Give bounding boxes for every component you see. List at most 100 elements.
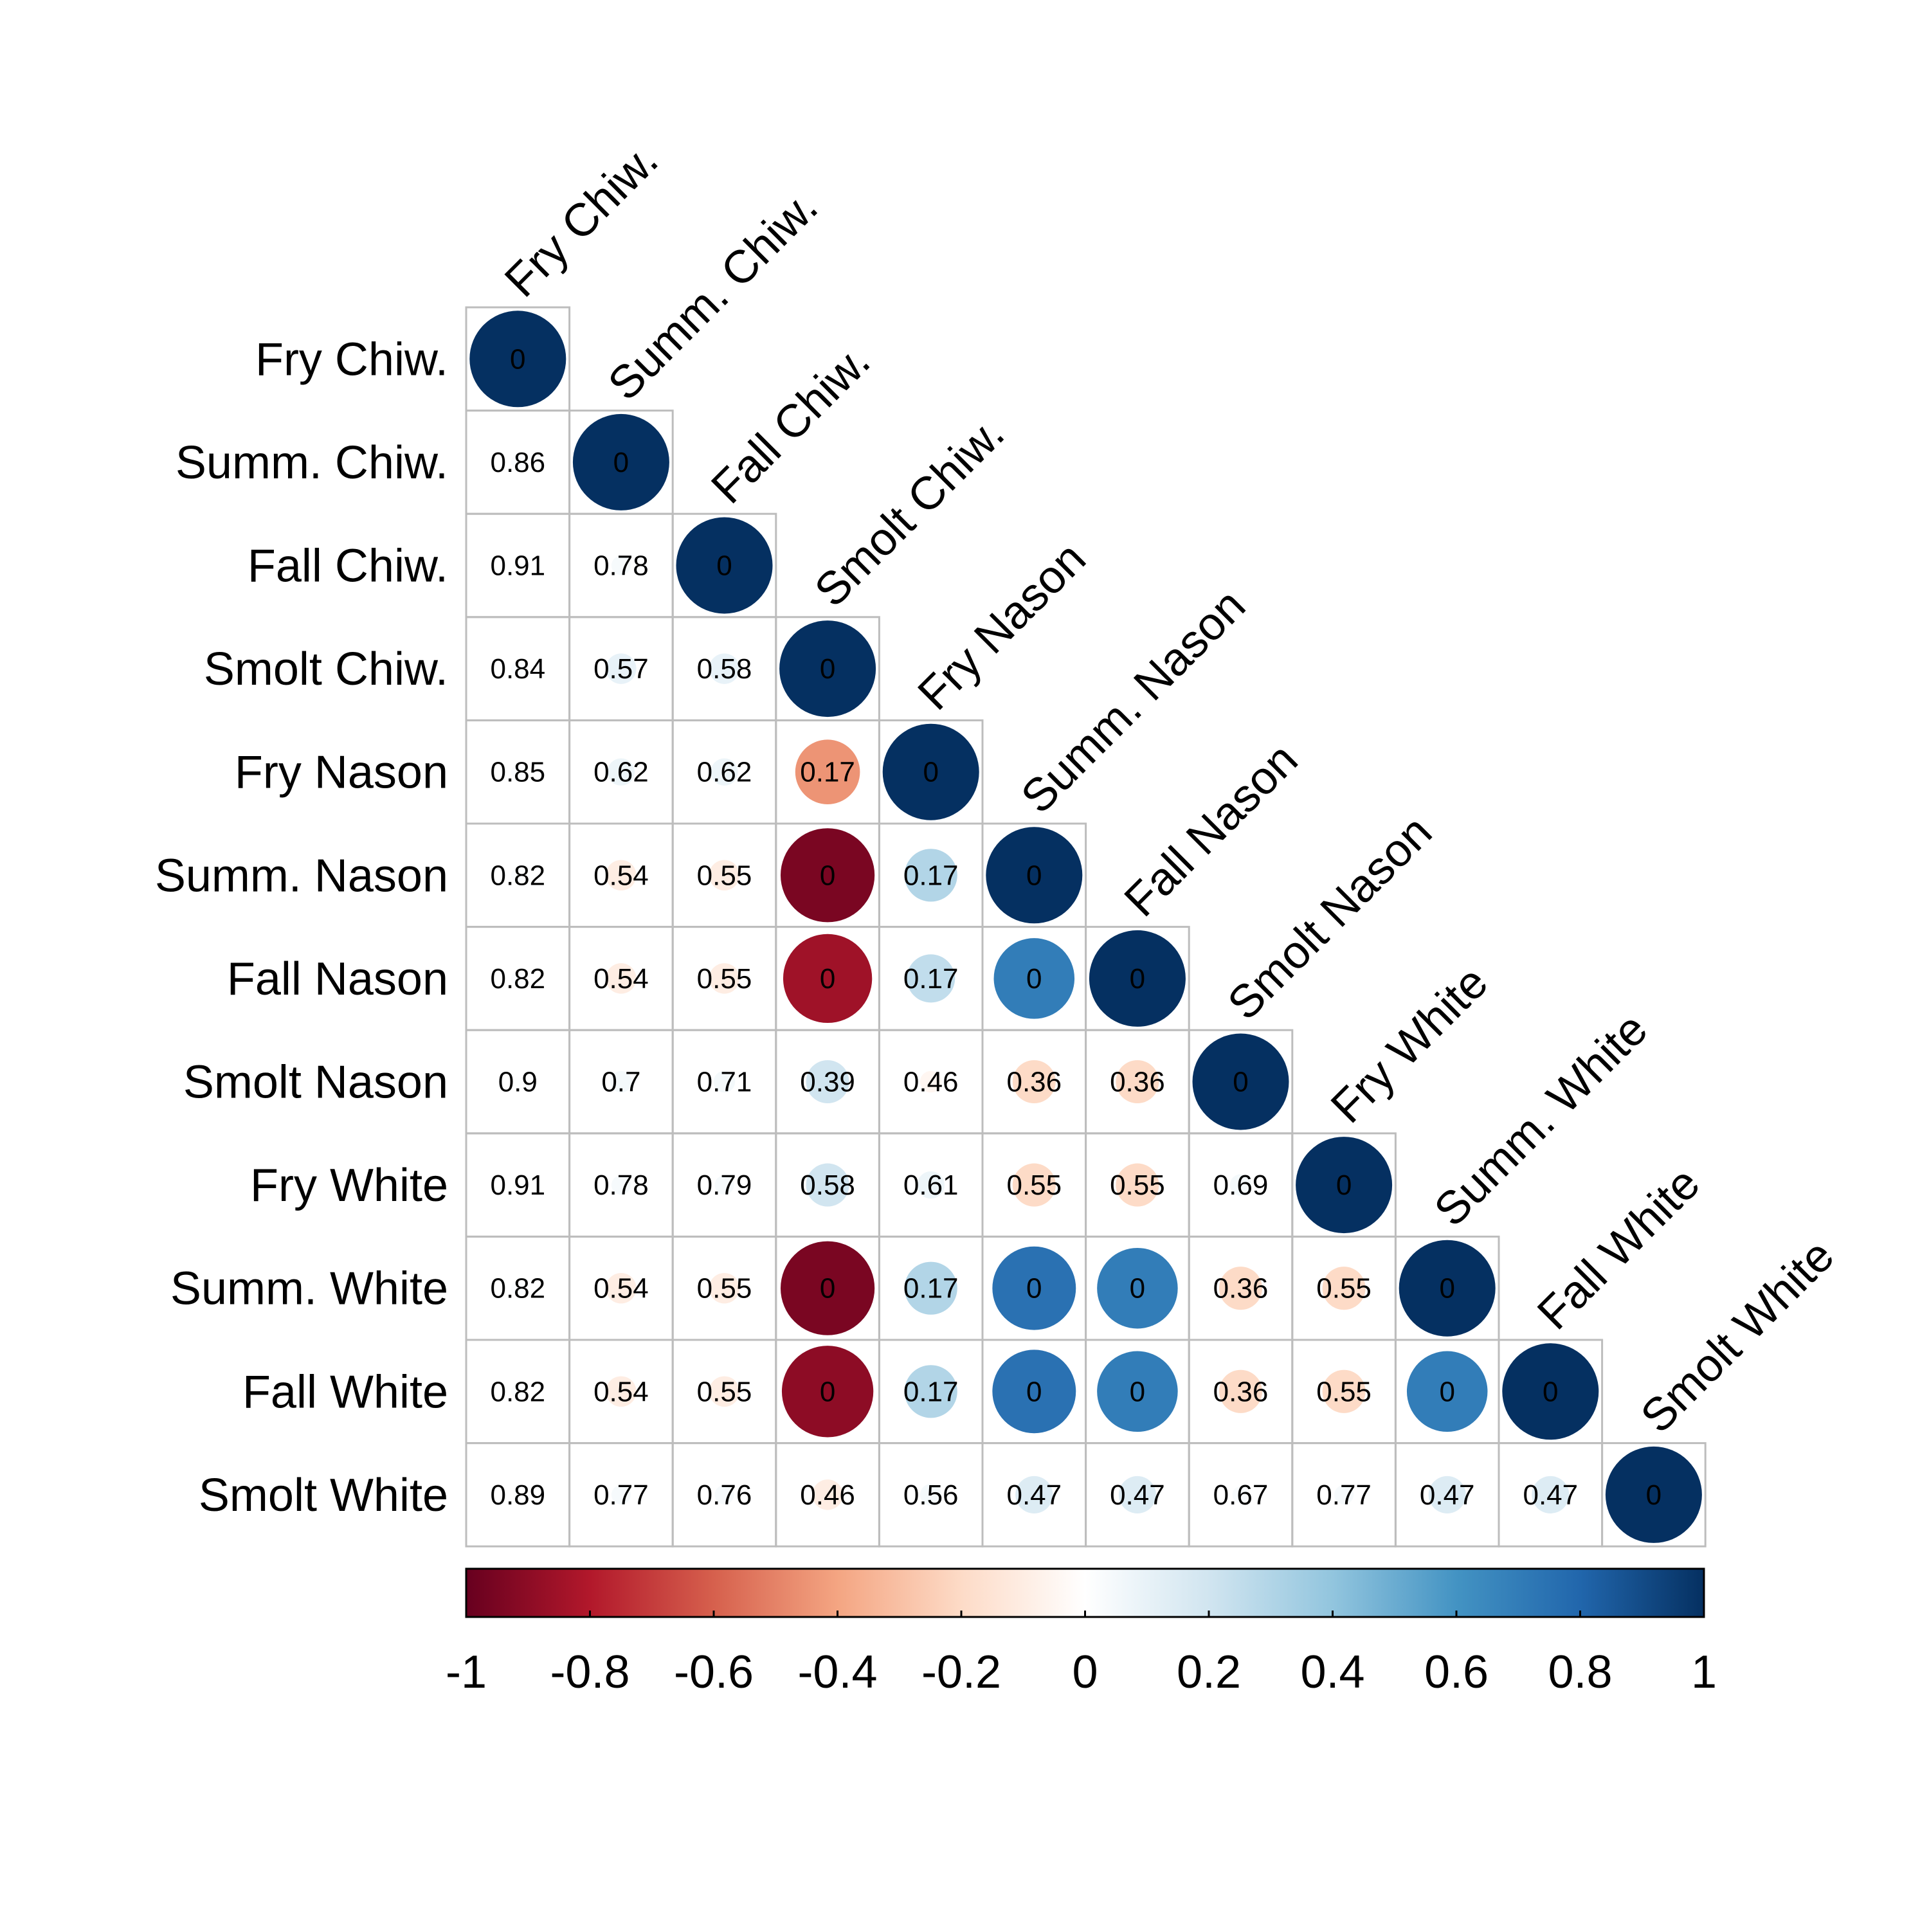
corr-circle-5-3 [780, 828, 875, 923]
cell-value-9-4: 0.17 [903, 1273, 959, 1305]
cell-value-11-6: 0.47 [1110, 1479, 1165, 1511]
corr-circle-10-2 [709, 1376, 740, 1407]
cell-value-0-0: 0 [510, 343, 525, 375]
column-label-7: Smolt Nason [1218, 806, 1442, 1029]
row-label-11: Smolt White [199, 1470, 448, 1521]
cell-value-8-6: 0.55 [1110, 1169, 1165, 1201]
cell-value-9-5: 0 [1026, 1273, 1042, 1305]
corr-circle-5-2 [709, 860, 740, 891]
column-label-8: Fry White [1321, 957, 1498, 1133]
corr-circle-8-7 [1229, 1174, 1252, 1196]
corr-circle-4-0 [511, 765, 525, 779]
corr-circle-4-4 [882, 723, 979, 820]
colorbar-tick-label-6: 0.2 [1177, 1647, 1241, 1698]
cell-value-10-1: 0.54 [593, 1376, 649, 1407]
corr-circle-8-4 [917, 1171, 945, 1199]
cell-value-7-7: 0 [1233, 1067, 1248, 1098]
cell-value-11-0: 0.89 [490, 1479, 545, 1511]
corr-circle-11-6 [1118, 1476, 1156, 1513]
colorbar: -1 -0.8 -0.6 -0.4 -0.2 0 0.2 0.4 0.6 0.8 1 [446, 1567, 1717, 1698]
corr-circle-2-1 [611, 555, 631, 575]
cell-value-1-0: 0.86 [490, 447, 545, 478]
corr-circle-5-1 [606, 860, 637, 891]
row-labels: Fry Chiw. Summ. Chiw. Fall Chiw. Smolt Chiw… [155, 334, 448, 1521]
corr-circle-11-2 [714, 1485, 734, 1504]
corr-circle-9-0 [511, 1281, 525, 1296]
row-label-8: Fry White [250, 1160, 448, 1211]
cell-value-5-5: 0 [1026, 860, 1042, 891]
corr-circle-10-4 [904, 1365, 957, 1418]
colorbar-tick-label-4: -0.2 [921, 1647, 1001, 1698]
cell-value-11-9: 0.47 [1420, 1479, 1475, 1511]
corr-circle-1-0 [511, 455, 525, 469]
cell-value-4-4: 0 [923, 757, 938, 788]
cell-value-6-4: 0.17 [903, 963, 959, 995]
corr-circle-7-4 [919, 1070, 942, 1093]
cell-value-9-1: 0.54 [593, 1273, 649, 1305]
corr-circle-6-6 [1089, 930, 1186, 1027]
corr-circle-2-2 [676, 517, 773, 614]
cell-grid [465, 306, 1707, 1548]
colorbar-tick-label-2: -0.6 [674, 1647, 754, 1698]
corr-circle-8-1 [611, 1175, 631, 1195]
corr-circle-9-2 [709, 1272, 740, 1304]
row-label-6: Fall Nason [227, 953, 448, 1005]
corr-circle-9-6 [1097, 1247, 1178, 1329]
corr-circle-8-2 [714, 1175, 734, 1195]
colorbar-tick-label-5: 0 [1072, 1647, 1098, 1698]
row-label-2: Fall Chiw. [248, 541, 448, 592]
corr-circle-10-9 [1406, 1351, 1488, 1432]
corr-circle-10-8 [1322, 1369, 1366, 1413]
corr-circle-11-8 [1334, 1485, 1354, 1504]
cell-value-3-2: 0.58 [697, 653, 752, 685]
corr-circle-0-0 [469, 311, 566, 408]
cell-value-10-6: 0 [1130, 1376, 1145, 1407]
cell-value-6-5: 0 [1026, 963, 1042, 995]
colorbar-tick-label-10: 1 [1691, 1647, 1717, 1698]
cell-value-11-4: 0.56 [903, 1479, 959, 1511]
corr-circle-7-6 [1116, 1060, 1159, 1104]
corr-circle-10-7 [1218, 1369, 1263, 1413]
row-label-1: Summ. Chiw. [176, 437, 448, 489]
column-label-10: Fall White [1528, 1157, 1710, 1339]
cell-value-10-4: 0.17 [903, 1376, 959, 1407]
corr-circle-7-3 [806, 1060, 849, 1104]
column-label-4: Fry Nason [908, 532, 1095, 719]
cell-value-4-0: 0.85 [490, 757, 545, 788]
row-label-7: Smolt Nason [183, 1057, 448, 1108]
row-label-5: Summ. Nason [155, 850, 448, 901]
cell-value-8-1: 0.78 [593, 1169, 649, 1201]
cell-value-10-8: 0.55 [1316, 1376, 1372, 1407]
corr-circle-4-1 [607, 758, 635, 786]
correlation-circles [469, 311, 1702, 1543]
cell-value-7-3: 0.39 [800, 1067, 855, 1098]
cell-value-2-0: 0.91 [490, 550, 545, 582]
cell-value-9-2: 0.55 [697, 1273, 752, 1305]
cell-value-11-7: 0.67 [1213, 1479, 1269, 1511]
cell-value-8-8: 0 [1336, 1169, 1352, 1201]
cell-value-10-5: 0 [1026, 1376, 1042, 1407]
corr-circle-2-0 [512, 561, 523, 570]
cell-value-4-2: 0.62 [697, 757, 752, 788]
corr-circle-3-3 [779, 620, 876, 718]
cell-value-2-1: 0.78 [593, 550, 649, 582]
corr-circle-8-5 [1012, 1163, 1056, 1207]
cell-value-9-3: 0 [820, 1273, 835, 1305]
corr-circle-10-5 [992, 1350, 1076, 1434]
cell-value-7-1: 0.7 [601, 1067, 640, 1098]
cell-value-3-1: 0.57 [593, 653, 649, 685]
corr-circle-6-0 [511, 971, 525, 986]
corr-circle-7-2 [713, 1070, 736, 1093]
colorbar-tick-label-3: -0.4 [797, 1647, 877, 1698]
row-label-0: Fry Chiw. [255, 334, 448, 385]
corr-circle-3-2 [709, 653, 740, 684]
corr-circle-3-0 [511, 662, 525, 676]
corr-circle-9-5 [992, 1246, 1076, 1330]
row-label-9: Summ. White [170, 1263, 448, 1315]
cell-labels: 0 0.86 0 0.91 0.78 0 0.84 0.57 0.58 0 0.85 0.62 0.62… [490, 343, 1662, 1511]
colorbar-gradient [465, 1567, 1705, 1618]
cell-11-11 [1601, 1442, 1707, 1548]
corr-circle-7-1 [610, 1070, 632, 1093]
colorbar-tick-label-9: 0.8 [1548, 1647, 1612, 1698]
